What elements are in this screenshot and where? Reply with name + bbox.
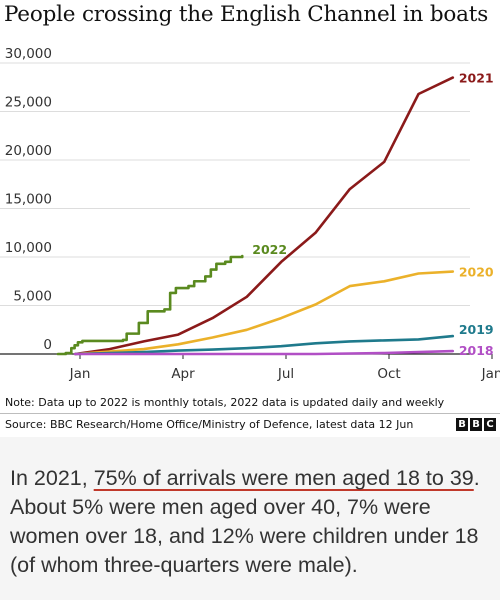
chart-title: People crossing the English Channel in b… [4,2,489,27]
y-tick-label: 30,000 [5,46,52,62]
line-chart: 0 5,000 10,000 15,000 20,000 25,000 30,000 Jan… [0,46,500,382]
series-label-2020: 2020 [459,265,494,280]
x-tick-label: Jan [481,366,500,382]
series-line-2021 [73,76,455,356]
y-tick-label: 25,000 [5,95,52,111]
y-tick-label: 20,000 [5,143,52,159]
series-line-2020 [73,270,455,356]
x-tick-label: Jan [69,366,91,382]
x-tick-label: Oct [377,366,400,382]
gridlines [0,62,470,306]
y-axis-ticks: 0 5,000 10,000 15,000 20,000 25,000 30,000 [5,46,52,353]
divider [0,413,500,414]
series-label-2019: 2019 [459,322,494,337]
y-tick-label: 0 [43,337,52,353]
chart-source: Source: BBC Research/Home Office/Ministr… [5,418,414,431]
text-panel [0,437,500,600]
series-label-2018: 2018 [459,343,494,358]
paragraph-rest: . About 5% were men aged over 40, 7% wer… [10,466,480,577]
bbc-logo-letter: C [484,418,496,431]
highlighted-statistic: 75% of arrivals were men aged 18 to 39 [93,466,474,490]
y-tick-label: 5,000 [13,289,52,305]
x-axis: Jan Apr Jul Oct Jan [0,353,500,382]
bbc-logo-letter: B [470,418,482,431]
series-labels: 2021 2020 2019 2018 2022 [252,71,494,359]
y-tick-label: 15,000 [5,192,52,208]
series-label-2021: 2021 [459,71,494,86]
series-line-2019 [73,334,455,356]
series-lines [56,76,455,356]
paragraph-intro: In 2021, [10,466,94,490]
series-label-2022: 2022 [252,242,287,257]
bbc-logo-letter: B [456,418,468,431]
chart-note: Note: Data up to 2022 is monthly totals,… [5,396,445,409]
x-tick-label: Apr [171,366,195,382]
x-tick-label: Jul [277,366,294,382]
summary-paragraph: In 2021, 75% of arrivals were men aged 1… [10,464,494,580]
series-line-2018 [73,349,455,356]
series-line-2022 [56,254,244,356]
y-tick-label: 10,000 [5,240,52,256]
